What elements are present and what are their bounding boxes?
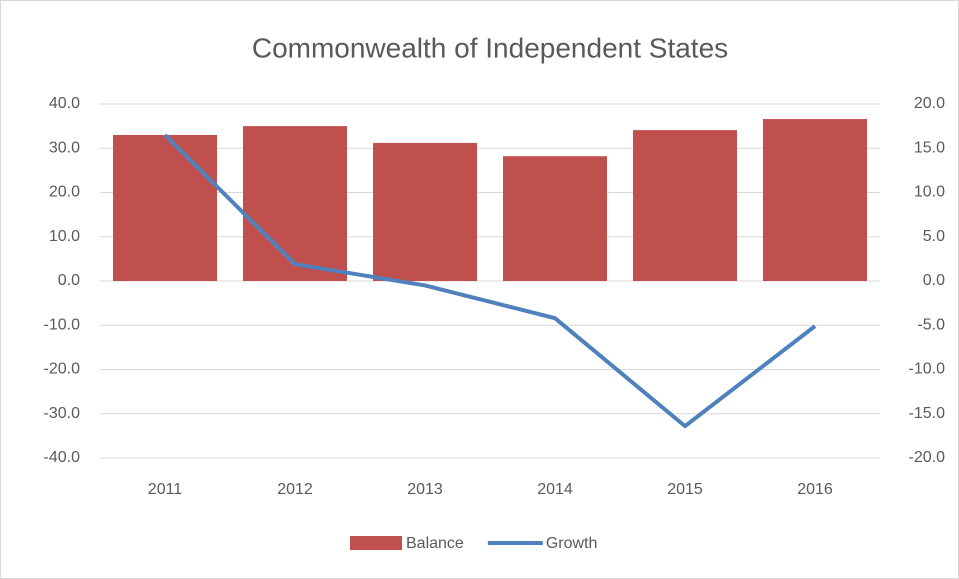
x-tick-label: 2012: [277, 481, 313, 498]
y-tick-label: 20.0: [49, 184, 80, 201]
y-tick-label: 30.0: [49, 139, 80, 156]
y-tick-label: -30.0: [44, 405, 81, 422]
x-tick-label: 2014: [537, 481, 573, 498]
x-tick-label: 2016: [797, 481, 833, 498]
y-tick-label: -10.0: [44, 316, 81, 333]
y2-tick-label: -10.0: [909, 361, 946, 378]
y2-tick-label: 20.0: [914, 95, 945, 112]
legend-label: Balance: [406, 535, 464, 552]
y2-tick-label: 0.0: [923, 272, 945, 289]
x-tick-label: 2011: [148, 481, 183, 498]
y2-tick-label: -5.0: [917, 316, 945, 333]
bar: [763, 119, 867, 281]
x-tick-label: 2015: [667, 481, 703, 498]
line-series: [163, 133, 817, 429]
bar: [373, 142, 477, 281]
y-tick-label: -40.0: [44, 449, 81, 466]
y2-tick-label: -15.0: [909, 405, 946, 422]
legend-swatch: [350, 536, 402, 550]
bar: [503, 156, 607, 281]
y2-tick-label: -20.0: [909, 449, 946, 466]
bar: [633, 130, 737, 281]
y2-tick-label: 5.0: [923, 228, 945, 245]
y-tick-label: 0.0: [58, 272, 80, 289]
x-tick-label: 2013: [407, 481, 443, 498]
y2-tick-label: 10.0: [914, 184, 945, 201]
y2-tick-label: 15.0: [914, 139, 945, 156]
bar: [113, 134, 217, 281]
y-tick-label: 10.0: [49, 228, 80, 245]
chart-title: Commonwealth of Independent States: [252, 32, 728, 63]
y-tick-label: 40.0: [49, 95, 80, 112]
y-tick-label: -20.0: [44, 361, 81, 378]
bar: [243, 126, 347, 281]
legend-label: Growth: [546, 535, 598, 552]
